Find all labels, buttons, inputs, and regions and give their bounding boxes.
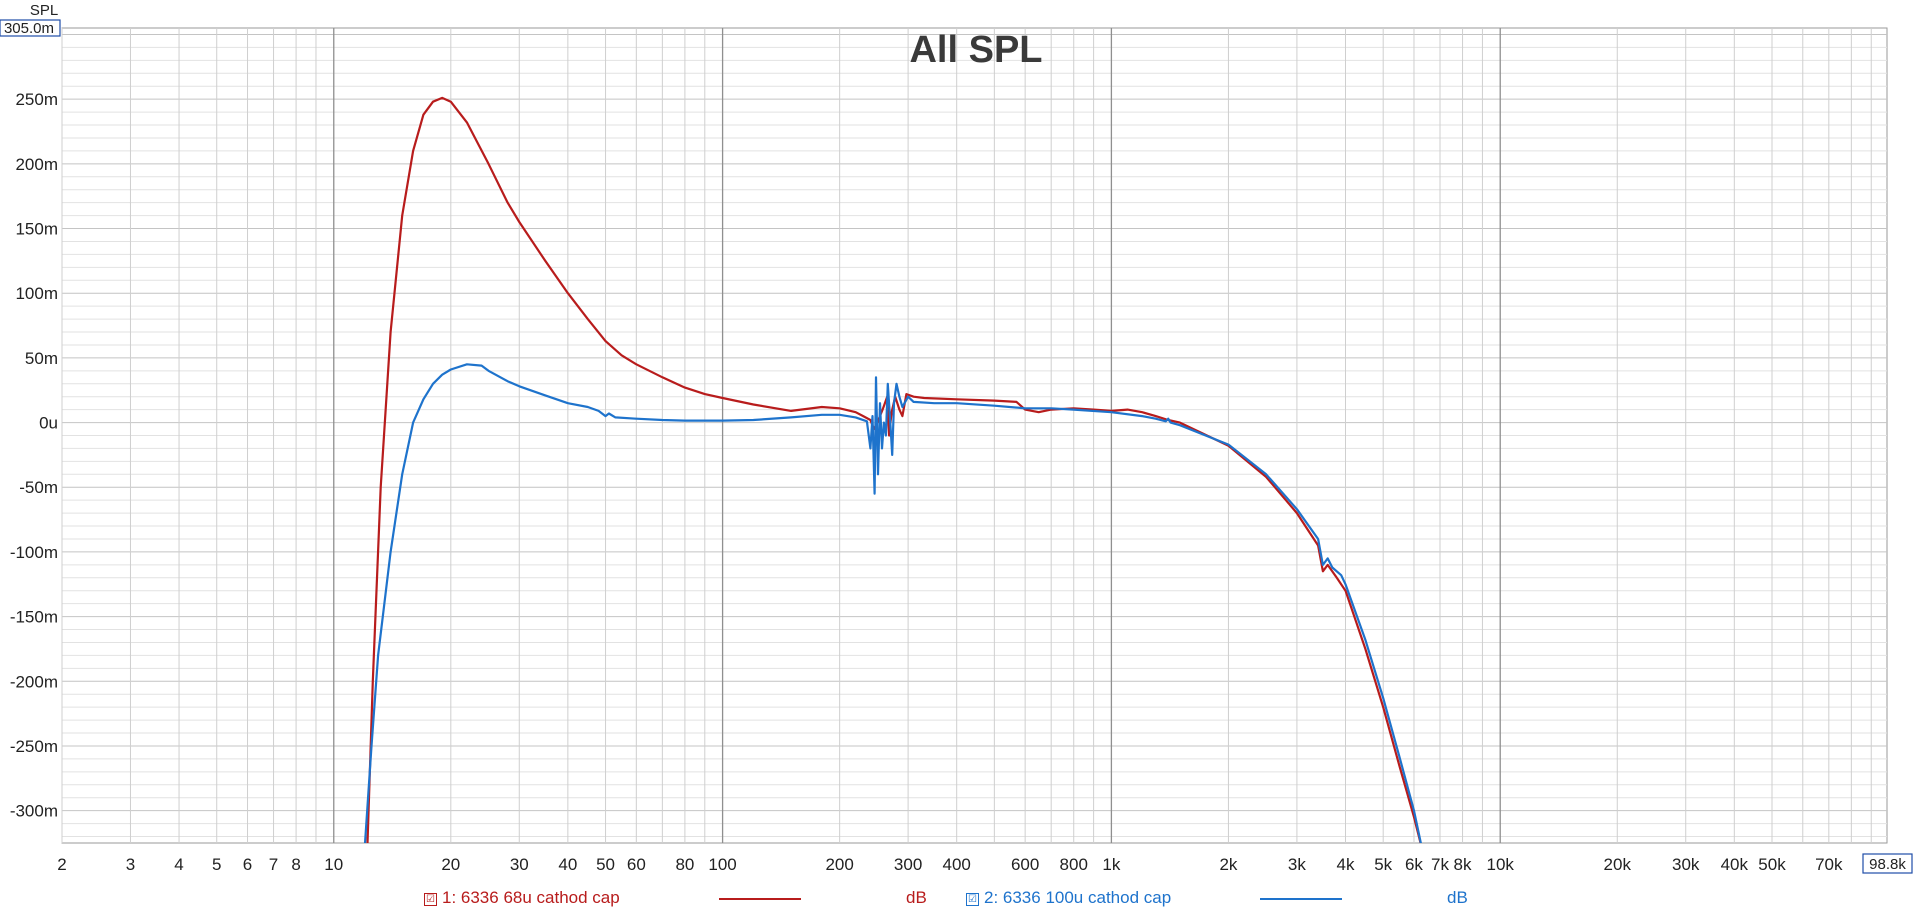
y-tick-label: -300m [10, 802, 58, 821]
x-tick-label: 30k [1672, 855, 1700, 874]
x-tick-label: 4 [174, 855, 183, 874]
y-tick-label: 50m [25, 349, 58, 368]
y-top-value-box[interactable] [0, 19, 61, 37]
x-tick-label: 200 [825, 855, 853, 874]
series-line-1 [366, 96, 1422, 843]
y-tick-label: -200m [10, 672, 58, 691]
x-tick-label: 600 [1011, 855, 1039, 874]
y-top-value: 305.0m [4, 20, 54, 37]
y-tick-label: 250m [15, 90, 58, 109]
x-tick-label: 100 [708, 855, 736, 874]
x-tick-label: 7 [269, 855, 278, 874]
x-tick-label: 4k [1337, 855, 1355, 874]
x-tick-label: 7k [1431, 855, 1449, 874]
x-tick-label: 20 [441, 855, 460, 874]
legend-label-1: 1: 6336 68u cathod cap [442, 888, 620, 907]
plot-grid [61, 27, 1888, 844]
y-tick-label: -150m [10, 608, 58, 627]
x-tick-label: 8 [291, 855, 300, 874]
x-tick-label: 80 [675, 855, 694, 874]
x-tick-label: 6k [1405, 855, 1423, 874]
y-tick-label: -100m [10, 543, 58, 562]
y-axis-label: SPL [30, 2, 58, 19]
x-tick-label: 3 [126, 855, 135, 874]
x-right-value: 98.8k [1869, 856, 1906, 873]
x-tick-label: 3k [1288, 855, 1306, 874]
x-right-value-box[interactable] [1862, 853, 1913, 874]
series-line-2 [363, 363, 1422, 843]
y-tick-label: 0u [39, 414, 58, 433]
legend-unit-1: dB [906, 888, 927, 907]
legend-swatch-1 [719, 898, 801, 900]
x-tick-label: 400 [942, 855, 970, 874]
checkbox-1[interactable]: ☑ [424, 893, 437, 906]
y-tick-label: -50m [19, 478, 58, 497]
legend-item-2[interactable]: ☑ 2: 6336 100u cathod cap [966, 888, 1171, 910]
legend-unit-2: dB [1447, 888, 1468, 907]
x-tick-label: 1k [1102, 855, 1120, 874]
y-tick-label: 100m [15, 284, 58, 303]
y-tick-label: 200m [15, 155, 58, 174]
checkbox-2[interactable]: ☑ [966, 893, 979, 906]
x-tick-label: 800 [1060, 855, 1088, 874]
legend-item-1[interactable]: ☑ 1: 6336 68u cathod cap [424, 888, 620, 910]
x-tick-label: 2 [57, 855, 66, 874]
x-tick-label: 50k [1758, 855, 1786, 874]
y-tick-label: -250m [10, 737, 58, 756]
x-tick-label: 2k [1219, 855, 1237, 874]
x-tick-label: 40k [1721, 855, 1749, 874]
y-tick-label: 150m [15, 220, 58, 239]
x-tick-label: 5 [212, 855, 221, 874]
legend-swatch-2 [1260, 898, 1342, 900]
x-tick-label: 5k [1374, 855, 1392, 874]
x-tick-label: 50 [596, 855, 615, 874]
y-axis-ticks: 250m 200m 150m 100m 50m 0u -50m -100m -150m -200m… [10, 90, 58, 821]
legend-label-2: 2: 6336 100u cathod cap [984, 888, 1172, 907]
x-tick-label: 20k [1604, 855, 1632, 874]
series-lines [363, 96, 1422, 843]
x-tick-label: 40 [558, 855, 577, 874]
x-tick-label: 60 [627, 855, 646, 874]
x-tick-label: 300 [894, 855, 922, 874]
x-tick-label: 6 [243, 855, 252, 874]
x-tick-label: 10 [324, 855, 343, 874]
x-axis-ticks: 2 3 4 5 6 7 8 10 20 30 40 50 60 80 100 200 300 400 600 800 1… [57, 855, 1843, 874]
x-tick-label: 10k [1487, 855, 1515, 874]
x-tick-label: 8k [1454, 855, 1472, 874]
chart-title: All SPL [909, 29, 1042, 71]
x-tick-label: 30 [510, 855, 529, 874]
x-tick-label: 70k [1815, 855, 1843, 874]
